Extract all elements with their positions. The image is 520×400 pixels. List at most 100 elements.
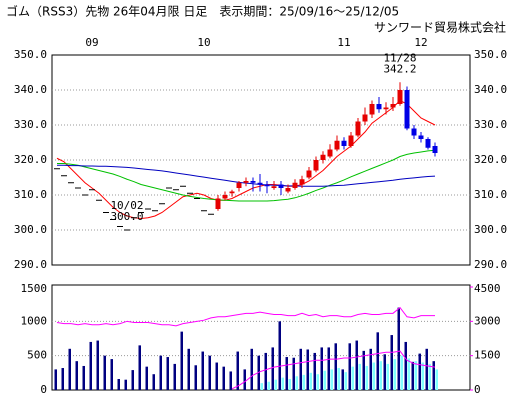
candle-body <box>264 184 270 187</box>
volume-bar <box>215 362 218 390</box>
y-tick-label-right: 330.0 <box>474 118 507 131</box>
x-tick-label: 09 <box>85 36 98 49</box>
volume-bar <box>201 351 204 390</box>
volume-bar <box>348 343 351 390</box>
volume-bar <box>285 357 288 390</box>
line <box>57 149 436 202</box>
volume-bar <box>358 363 361 390</box>
volume-bar <box>194 365 197 390</box>
y-tick-label-right: 290.0 <box>474 258 507 271</box>
volume-bar <box>250 348 253 390</box>
annotation-date: 11/28 <box>383 51 416 64</box>
volume-bar <box>159 355 162 390</box>
annotation-date: 10/02 <box>110 199 143 212</box>
volume-bar <box>421 362 424 390</box>
volume-bar <box>428 363 431 390</box>
candle-body <box>334 140 340 150</box>
volume-bar <box>316 374 319 390</box>
volume-bar <box>271 347 274 390</box>
y-tick-label: 0 <box>40 383 47 396</box>
volume-bar <box>432 361 435 390</box>
candle-body <box>397 90 403 104</box>
volume-bar <box>229 371 232 390</box>
volume-bar <box>264 352 267 390</box>
x-tick-label: 11 <box>337 36 350 49</box>
line <box>56 306 435 327</box>
y2-tick-label: 4500 <box>474 282 501 295</box>
candle-body <box>376 104 382 110</box>
candle-body <box>313 160 319 171</box>
volume-bar <box>152 374 155 390</box>
volume-bar <box>414 361 417 390</box>
volume-bar <box>187 348 190 390</box>
y-tick-label: 310.0 <box>14 188 47 201</box>
volume-bar <box>103 355 106 390</box>
y2-tick-label: 1500 <box>474 349 501 362</box>
volume-bar <box>407 358 410 390</box>
volume-bar <box>320 347 323 390</box>
candle-body <box>327 149 333 157</box>
x-tick-label: 10 <box>197 36 210 49</box>
volume-bar <box>222 366 225 390</box>
candle-body <box>411 128 417 136</box>
y-tick-label: 1000 <box>21 314 48 327</box>
y-tick-label: 300.0 <box>14 223 47 236</box>
candle-body <box>383 107 389 110</box>
volume-bar <box>390 335 393 390</box>
volume-bar <box>61 368 64 390</box>
candle-body <box>369 104 375 115</box>
chart-subtitle: サンワード貿易株式会社 <box>374 20 506 35</box>
candle-body <box>236 182 242 188</box>
candle-body <box>348 135 354 146</box>
candle-body <box>390 104 396 108</box>
candle-body <box>278 184 284 188</box>
volume-bar <box>330 369 333 390</box>
volume-bar <box>323 370 326 390</box>
volume-bar <box>110 359 113 390</box>
volume-bar <box>400 355 403 390</box>
line <box>56 99 436 219</box>
y-tick-label-right: 340.0 <box>474 83 507 96</box>
volume-bar <box>292 357 295 390</box>
volume-bar <box>365 365 368 390</box>
volume-bar <box>344 372 347 390</box>
candle-body <box>355 121 361 136</box>
candle-body <box>229 191 235 194</box>
volume-bar <box>369 348 372 390</box>
volume-bar <box>68 348 71 390</box>
volume-bar <box>383 354 386 390</box>
candle-body <box>215 198 221 209</box>
volume-bar <box>355 340 358 390</box>
candle-body <box>243 181 249 183</box>
volume-bar <box>267 381 270 390</box>
volume-bar <box>274 379 277 390</box>
volume-bar <box>376 332 379 390</box>
volume-bar <box>173 363 176 390</box>
annotation-value: 300.0 <box>110 210 143 223</box>
candle-body <box>341 140 347 146</box>
candle-body <box>425 139 431 148</box>
volume-bar <box>281 377 284 390</box>
candle-body <box>432 146 438 153</box>
volume-bar <box>295 376 298 390</box>
volume-bar <box>166 357 169 390</box>
candle-body <box>271 186 277 188</box>
y-tick-label-right: 300.0 <box>474 223 507 236</box>
volume-bar <box>117 379 120 390</box>
candle-body <box>222 195 228 199</box>
volume-bar <box>425 348 428 390</box>
volume-bar <box>89 341 92 390</box>
candle-body <box>306 170 312 178</box>
chart-title: ゴム（RSS3）先物 26年04月限 日足 表示期間：25/09/16～25/1… <box>6 4 399 19</box>
volume-panel <box>51 284 471 391</box>
volume-bar <box>341 369 344 390</box>
volume-bar <box>397 307 400 390</box>
candle-body <box>257 182 263 185</box>
volume-bar <box>82 365 85 390</box>
volume-bar <box>145 366 148 390</box>
volume-bar <box>411 361 414 390</box>
volume-bar <box>138 345 141 390</box>
volume-bar <box>306 349 309 390</box>
volume-bar <box>131 370 134 390</box>
volume-bar <box>379 361 382 390</box>
